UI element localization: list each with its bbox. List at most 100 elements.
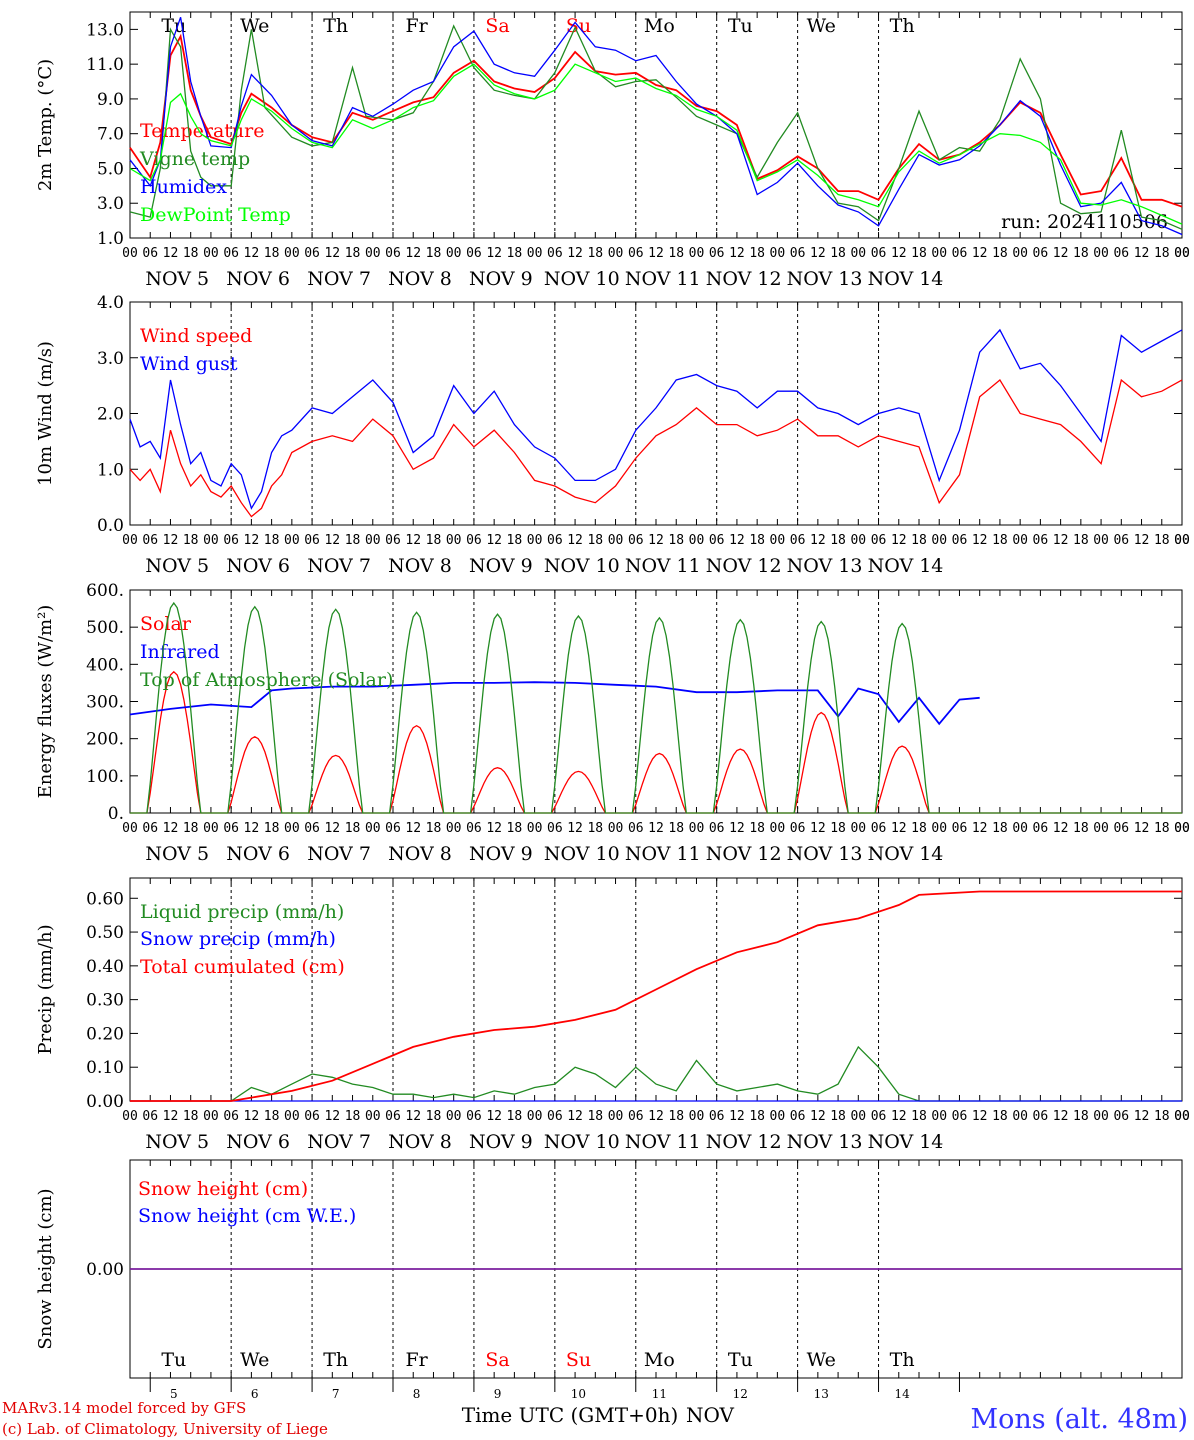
hour-tick-label: 18 bbox=[992, 246, 1008, 261]
location-label: Mons (alt. 48m) bbox=[970, 1404, 1188, 1435]
legend-entry: Snow height (cm) bbox=[138, 1178, 308, 1200]
y-tick-label: 300. bbox=[86, 693, 124, 713]
hour-tick-label: 18 bbox=[507, 246, 523, 261]
hour-tick-label: 18 bbox=[183, 533, 199, 548]
day-number-label: 13 bbox=[814, 1387, 829, 1401]
date-label: NOV 5 bbox=[145, 843, 209, 865]
weekday-label: Mo bbox=[644, 15, 675, 37]
hour-tick-label: 12 bbox=[1053, 246, 1069, 261]
hour-tick-label: 12 bbox=[1134, 246, 1150, 261]
date-label: NOV 8 bbox=[388, 1131, 452, 1153]
hour-tick-label: 12 bbox=[1053, 533, 1069, 548]
hour-tick-label: 00 bbox=[931, 1109, 947, 1124]
day-number-label: 12 bbox=[733, 1387, 748, 1401]
hour-tick-label: 06 bbox=[1033, 246, 1049, 261]
hour-tick-label: 18 bbox=[1073, 533, 1089, 548]
weekday-label: We bbox=[240, 1349, 269, 1371]
hour-tick-label: 18 bbox=[264, 533, 280, 548]
hour-tick-label: 06 bbox=[547, 246, 563, 261]
hour-tick-label: 18 bbox=[507, 1109, 523, 1124]
hour-tick-label: 18 bbox=[507, 533, 523, 548]
hour-tick-label: 12 bbox=[810, 821, 826, 836]
hour-tick-label: 12 bbox=[972, 821, 988, 836]
series-line bbox=[129, 16, 1183, 236]
hour-tick-label: 18 bbox=[992, 1109, 1008, 1124]
panel-2: 0.0 1.0 2.0 3.0 4.0 10m Wind (m/s) 00 06 12 18 00 0… bbox=[35, 293, 1190, 577]
date-label: NOV 6 bbox=[226, 843, 290, 865]
hour-tick-label: 00 bbox=[1012, 246, 1028, 261]
hour-tick-label: 18 bbox=[911, 246, 927, 261]
weekday-label: Th bbox=[323, 1349, 348, 1371]
hour-tick-label: 00 bbox=[1174, 821, 1190, 836]
weekday-label: We bbox=[807, 1349, 836, 1371]
hour-tick-label: 06 bbox=[466, 246, 482, 261]
date-label: NOV 5 bbox=[145, 555, 209, 577]
hour-tick-label: 12 bbox=[648, 1109, 664, 1124]
hour-tick-label: 00 bbox=[770, 821, 786, 836]
date-label: NOV 6 bbox=[226, 555, 290, 577]
date-label: NOV 7 bbox=[307, 555, 371, 577]
y-tick-label: 4.0 bbox=[97, 293, 124, 313]
date-label: NOV 14 bbox=[868, 1131, 944, 1153]
series-line bbox=[130, 601, 1182, 814]
hour-tick-label: 18 bbox=[749, 246, 765, 261]
hour-tick-label: 00 bbox=[284, 821, 300, 836]
hour-tick-label: 18 bbox=[830, 1109, 846, 1124]
hour-tick-label: 00 bbox=[689, 1109, 705, 1124]
panel-5: 0.00 Snow height (cm) Tu 5 We 6 Th 7 Fr 8 Sa 9 Su 10 M… bbox=[35, 1159, 1183, 1401]
date-label: NOV 12 bbox=[706, 555, 782, 577]
hour-tick-label: 00 bbox=[446, 821, 462, 836]
panel-3: 0. 100. 200. 300. 400. 500. 600. Energy fluxes … bbox=[35, 581, 1190, 865]
hour-tick-label: 06 bbox=[547, 821, 563, 836]
weekday-label: Mo bbox=[644, 1349, 675, 1371]
date-label: NOV 9 bbox=[469, 843, 533, 865]
series-line bbox=[129, 681, 980, 726]
y-tick-label: 0.10 bbox=[86, 1058, 124, 1078]
hour-tick-label: 18 bbox=[345, 821, 361, 836]
hour-tick-label: 00 bbox=[770, 533, 786, 548]
hour-tick-label: 12 bbox=[891, 1109, 907, 1124]
day-number-label: 7 bbox=[332, 1387, 340, 1401]
day-number-label: 5 bbox=[170, 1387, 178, 1401]
series-line bbox=[129, 328, 1183, 510]
hour-tick-label: 06 bbox=[142, 533, 158, 548]
hour-tick-label: 18 bbox=[668, 533, 684, 548]
hour-tick-label: 12 bbox=[972, 1109, 988, 1124]
hour-tick-label: 00 bbox=[689, 533, 705, 548]
legend-entry: Solar bbox=[140, 613, 192, 635]
y-tick-label: 2.0 bbox=[97, 405, 124, 425]
day-number-label: 6 bbox=[251, 1387, 259, 1401]
hour-tick-label: 12 bbox=[486, 821, 502, 836]
hour-tick-label: 06 bbox=[1033, 1109, 1049, 1124]
run-label: run: 2024110506 bbox=[1001, 211, 1168, 233]
y-tick-label: 600. bbox=[86, 581, 124, 601]
legend-entry: Infrared bbox=[140, 641, 220, 663]
hour-tick-label: 18 bbox=[1073, 821, 1089, 836]
series-line bbox=[130, 1045, 1182, 1102]
hour-tick-label: 00 bbox=[608, 821, 624, 836]
hour-tick-label: 18 bbox=[1154, 246, 1170, 261]
hour-tick-label: 06 bbox=[709, 821, 725, 836]
hour-tick-label: 12 bbox=[163, 533, 179, 548]
hour-tick-label: 06 bbox=[1113, 821, 1129, 836]
weekday-label: Sa bbox=[485, 1349, 509, 1371]
hour-tick-label: 06 bbox=[547, 1109, 563, 1124]
legend-entry: Snow height (cm W.E.) bbox=[138, 1205, 356, 1227]
hour-tick-label: 12 bbox=[244, 821, 260, 836]
hour-tick-label: 18 bbox=[1073, 246, 1089, 261]
hour-tick-label: 06 bbox=[142, 821, 158, 836]
date-label: NOV 7 bbox=[307, 843, 371, 865]
hour-tick-label: 00 bbox=[446, 246, 462, 261]
y-axis-label: Snow height (cm) bbox=[35, 1188, 56, 1349]
date-label: NOV 8 bbox=[388, 843, 452, 865]
date-label: NOV 12 bbox=[706, 843, 782, 865]
hour-tick-label: 06 bbox=[952, 821, 968, 836]
hour-tick-label: 00 bbox=[931, 246, 947, 261]
hour-tick-label: 06 bbox=[952, 246, 968, 261]
weekday-label: Th bbox=[323, 15, 348, 37]
date-label: NOV 13 bbox=[787, 843, 863, 865]
date-label: NOV 8 bbox=[388, 268, 452, 290]
hour-tick-label: 00 bbox=[203, 1109, 219, 1124]
y-tick-label: 500. bbox=[86, 618, 124, 638]
hour-tick-label: 18 bbox=[264, 821, 280, 836]
